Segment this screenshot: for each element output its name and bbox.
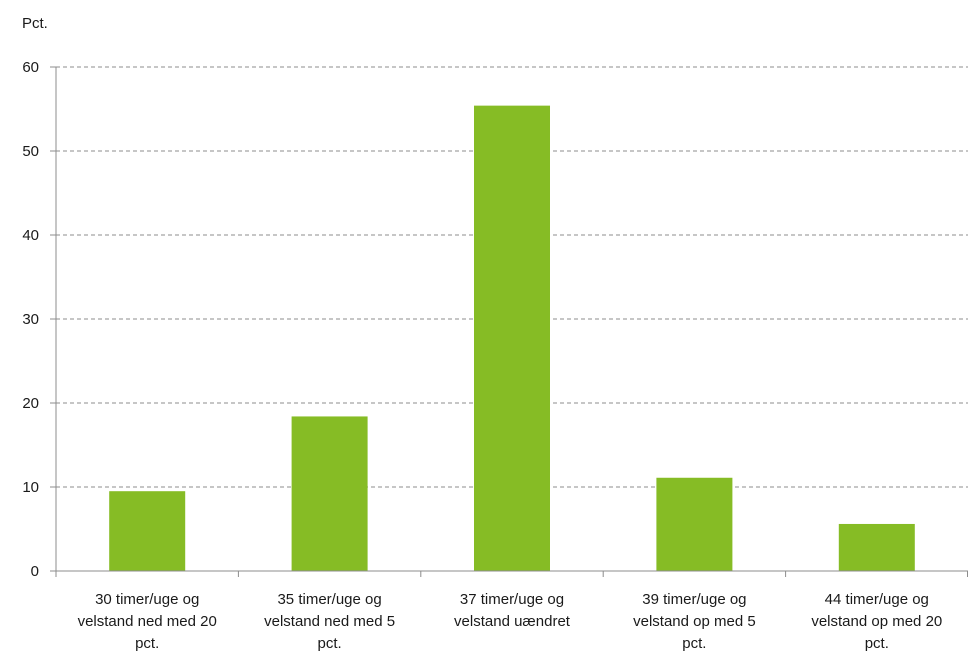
bar (291, 416, 368, 571)
y-tick-label: 50 (22, 143, 39, 160)
x-category-label-line: 37 timer/uge og (460, 591, 564, 608)
y-tick-label: 40 (22, 227, 39, 244)
x-category-label-line: 44 timer/uge og (825, 591, 929, 608)
y-tick-label: 20 (22, 395, 39, 412)
x-category-label: 35 timer/uge og velstand ned med 5 pct. (264, 591, 395, 652)
x-axis-category-labels: 30 timer/uge og velstand ned med 20 pct.35… (78, 591, 943, 652)
bar (656, 477, 733, 571)
x-category-label-line: pct. (865, 635, 889, 652)
x-category-label-line: 35 timer/uge og (277, 591, 381, 608)
x-category-label-line: velstand ned med 5 (264, 613, 395, 630)
x-category-label-line: pct. (682, 635, 706, 652)
x-category-label-line: 39 timer/uge og (642, 591, 746, 608)
bar (474, 105, 550, 571)
x-category-label-line: velstand uændret (454, 613, 571, 630)
x-category-label-line: 30 timer/uge og (95, 591, 199, 608)
x-category-label-line: pct. (318, 635, 342, 652)
x-category-label-line: velstand op med 20 (811, 613, 942, 630)
x-category-label: 44 timer/uge og velstand op med 20 pct. (811, 591, 942, 652)
bar (109, 491, 186, 571)
y-tick-label: 10 (22, 479, 39, 496)
x-category-label-line: velstand op med 5 (633, 613, 756, 630)
y-tick-label: 60 (22, 59, 39, 76)
x-category-label: 39 timer/uge og velstand op med 5 pct. (633, 591, 756, 652)
axes (55, 67, 968, 577)
y-axis-tick-labels: 0 10 20 30 40 50 60 (22, 59, 39, 580)
bars (109, 105, 915, 571)
bar (838, 523, 915, 571)
x-category-label-line: velstand ned med 20 (78, 613, 217, 630)
y-tick-label: 30 (22, 311, 39, 328)
y-axis-unit-label: Pct. (22, 15, 48, 32)
x-category-label: 30 timer/uge og velstand ned med 20 pct. (78, 591, 217, 652)
x-category-label: 37 timer/uge og velstand uændret (454, 591, 571, 630)
x-category-label-line: pct. (135, 635, 159, 652)
y-tick-label: 0 (31, 563, 39, 580)
